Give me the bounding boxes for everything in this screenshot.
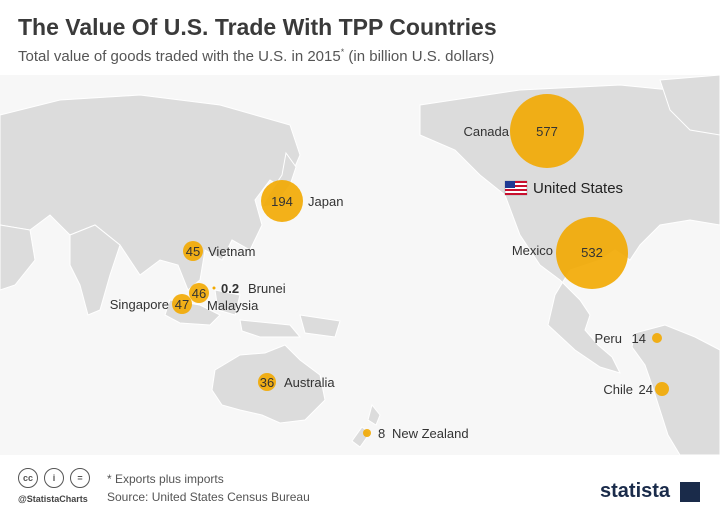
statista-handle: @StatistaCharts bbox=[18, 494, 88, 504]
subtitle-unit: (in billion U.S. dollars) bbox=[348, 48, 495, 65]
value-new-zealand: 8 bbox=[378, 426, 385, 441]
bubble-peru bbox=[652, 333, 662, 343]
footnote: * Exports plus imports bbox=[107, 472, 224, 486]
label-mexico: Mexico bbox=[512, 243, 553, 258]
bubble-australia bbox=[258, 373, 276, 391]
label-australia: Australia bbox=[284, 375, 335, 390]
value-australia: 36 bbox=[260, 375, 274, 390]
value-malaysia: 46 bbox=[192, 286, 206, 301]
land-india bbox=[69, 224, 121, 316]
bubble-malaysia bbox=[189, 283, 209, 303]
value-chile: 24 bbox=[639, 382, 653, 397]
subtitle-footnote-marker: * bbox=[340, 47, 345, 57]
value-brunei: 0.2 bbox=[221, 281, 239, 296]
statista-logo-mark-icon bbox=[680, 482, 700, 502]
subtitle-text: Total value of goods traded with the U.S… bbox=[18, 48, 341, 65]
land-greenland bbox=[659, 75, 720, 136]
label-canada: Canada bbox=[463, 124, 509, 139]
bubble-vietnam bbox=[183, 241, 203, 261]
value-singapore: 47 bbox=[175, 297, 189, 312]
chart-title: The Value Of U.S. Trade With TPP Countri… bbox=[18, 14, 497, 40]
world-map: 577 532 194 45 0.2 46 47 36 8 14 24 Cana… bbox=[0, 75, 720, 455]
bubble-japan bbox=[261, 180, 303, 222]
label-peru: Peru bbox=[595, 331, 622, 346]
us-flag-icon bbox=[504, 180, 528, 196]
value-japan: 194 bbox=[271, 194, 293, 209]
label-malaysia: Malaysia bbox=[207, 298, 259, 313]
bubble-new-zealand bbox=[363, 429, 371, 437]
no-derivatives-icon: = bbox=[70, 468, 90, 488]
value-peru: 14 bbox=[632, 331, 646, 346]
label-chile: Chile bbox=[603, 382, 633, 397]
label-brunei: Brunei bbox=[248, 281, 286, 296]
label-vietnam: Vietnam bbox=[208, 244, 255, 259]
label-singapore: Singapore bbox=[110, 297, 169, 312]
attribution-icon: i bbox=[44, 468, 64, 488]
bubble-canada bbox=[510, 94, 584, 168]
cc-icon: cc bbox=[18, 468, 38, 488]
map-canvas: 577 532 194 45 0.2 46 47 36 8 14 24 Cana… bbox=[0, 75, 720, 455]
footer: cc i = @StatistaCharts * Exports plus im… bbox=[0, 458, 720, 513]
statista-logo: statista bbox=[600, 480, 671, 502]
source-line: Source: United States Census Bureau bbox=[107, 490, 310, 504]
value-vietnam: 45 bbox=[186, 244, 200, 259]
bubble-mexico bbox=[556, 217, 628, 289]
label-japan: Japan bbox=[308, 194, 343, 209]
label-united-states: United States bbox=[533, 180, 623, 197]
bubble-chile bbox=[655, 382, 669, 396]
label-new-zealand: New Zealand bbox=[392, 426, 469, 441]
land-se-asia bbox=[164, 289, 341, 338]
bubble-brunei bbox=[212, 286, 216, 290]
land-arabia bbox=[0, 224, 36, 291]
land-south-america bbox=[631, 324, 720, 455]
chart-subtitle: Total value of goods traded with the U.S… bbox=[18, 47, 494, 65]
bubble-singapore bbox=[172, 294, 192, 314]
value-canada: 577 bbox=[536, 124, 558, 139]
value-mexico: 532 bbox=[581, 245, 603, 260]
